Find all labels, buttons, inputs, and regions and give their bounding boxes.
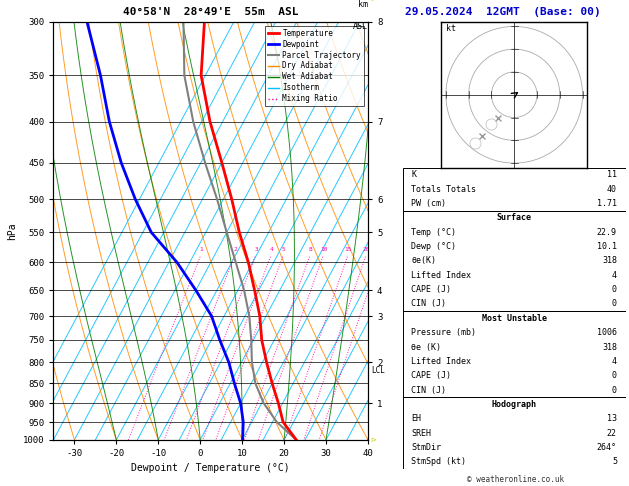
Text: 318: 318: [602, 343, 617, 351]
Text: 1006: 1006: [597, 328, 617, 337]
Legend: Temperature, Dewpoint, Parcel Trajectory, Dry Adiabat, Wet Adiabat, Isotherm, Mi: Temperature, Dewpoint, Parcel Trajectory…: [265, 26, 364, 106]
Text: 3: 3: [254, 246, 258, 252]
Text: 0: 0: [612, 385, 617, 395]
Text: 4: 4: [612, 271, 617, 280]
Text: Temp (°C): Temp (°C): [411, 228, 457, 237]
Text: θe (K): θe (K): [411, 343, 442, 351]
Text: 264°: 264°: [597, 443, 617, 452]
Text: kt: kt: [446, 24, 456, 33]
Text: 318: 318: [602, 257, 617, 265]
Text: K: K: [411, 171, 416, 179]
Text: CAPE (J): CAPE (J): [411, 285, 452, 294]
Text: 22: 22: [607, 429, 617, 437]
Text: 4: 4: [270, 246, 274, 252]
Text: 5: 5: [282, 246, 286, 252]
Text: km: km: [358, 0, 368, 9]
Text: 15: 15: [345, 246, 352, 252]
Text: StmDir: StmDir: [411, 443, 442, 452]
Text: 1: 1: [199, 246, 203, 252]
Text: © weatheronline.co.uk: © weatheronline.co.uk: [467, 474, 564, 484]
Text: ⊳: ⊳: [370, 0, 376, 2]
Bar: [403, 211, 626, 311]
Bar: [403, 311, 626, 397]
Bar: [403, 168, 626, 211]
Text: 4: 4: [612, 357, 617, 366]
Text: 29.05.2024  12GMT  (Base: 00): 29.05.2024 12GMT (Base: 00): [405, 7, 601, 17]
Text: ASL: ASL: [353, 22, 368, 31]
Text: θe(K): θe(K): [411, 257, 437, 265]
Text: Dewp (°C): Dewp (°C): [411, 242, 457, 251]
Text: 1.71: 1.71: [597, 199, 617, 208]
Text: 0: 0: [612, 285, 617, 294]
Y-axis label: hPa: hPa: [8, 222, 18, 240]
Text: 10: 10: [320, 246, 328, 252]
Text: LCL: LCL: [371, 366, 385, 376]
Text: SREH: SREH: [411, 429, 431, 437]
Text: Lifted Index: Lifted Index: [411, 357, 472, 366]
Text: Surface: Surface: [497, 213, 532, 223]
Text: ⊳: ⊳: [370, 437, 376, 443]
Text: 22.9: 22.9: [597, 228, 617, 237]
Text: 0: 0: [612, 371, 617, 380]
Text: 40: 40: [607, 185, 617, 194]
Text: CAPE (J): CAPE (J): [411, 371, 452, 380]
Text: 10.1: 10.1: [597, 242, 617, 251]
Text: CIN (J): CIN (J): [411, 299, 447, 309]
Text: PW (cm): PW (cm): [411, 199, 447, 208]
X-axis label: Dewpoint / Temperature (°C): Dewpoint / Temperature (°C): [131, 464, 290, 473]
Text: Lifted Index: Lifted Index: [411, 271, 472, 280]
Text: 8: 8: [309, 246, 313, 252]
Text: EH: EH: [411, 414, 421, 423]
Text: StmSpd (kt): StmSpd (kt): [411, 457, 467, 466]
Text: 2: 2: [233, 246, 237, 252]
Text: 40°58'N  28°49'E  55m  ASL: 40°58'N 28°49'E 55m ASL: [123, 7, 299, 17]
Text: Hodograph: Hodograph: [492, 400, 537, 409]
Text: 20: 20: [363, 246, 370, 252]
Text: 5: 5: [612, 457, 617, 466]
Text: 11: 11: [607, 171, 617, 179]
Text: 0: 0: [612, 299, 617, 309]
Text: Pressure (mb): Pressure (mb): [411, 328, 477, 337]
Text: Most Unstable: Most Unstable: [482, 314, 547, 323]
Text: 13: 13: [607, 414, 617, 423]
Text: Totals Totals: Totals Totals: [411, 185, 477, 194]
Bar: [403, 397, 626, 469]
Text: CIN (J): CIN (J): [411, 385, 447, 395]
